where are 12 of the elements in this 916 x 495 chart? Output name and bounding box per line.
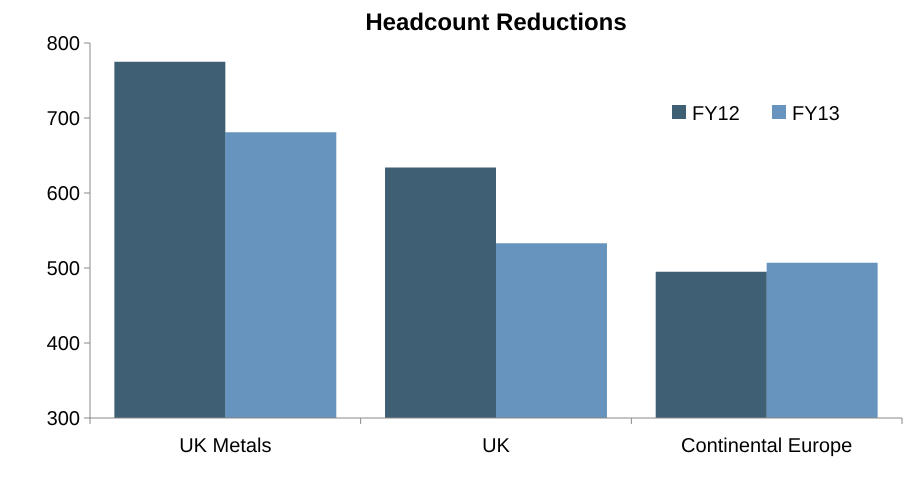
- y-tick-label: 800: [46, 33, 80, 55]
- y-tick-label: 300: [46, 408, 80, 430]
- y-tick-label: 500: [46, 258, 80, 280]
- x-tick-label: UK: [482, 435, 511, 457]
- legend-label: FY13: [792, 103, 840, 125]
- y-tick-label: 600: [46, 183, 80, 205]
- y-tick-label: 400: [46, 333, 80, 355]
- x-tick-label: UK Metals: [179, 435, 272, 457]
- chart-title: Headcount Reductions: [365, 9, 627, 36]
- x-tick-label: Continental Europe: [681, 435, 852, 457]
- y-tick-label: 700: [46, 108, 80, 130]
- legend-label: FY12: [692, 103, 740, 125]
